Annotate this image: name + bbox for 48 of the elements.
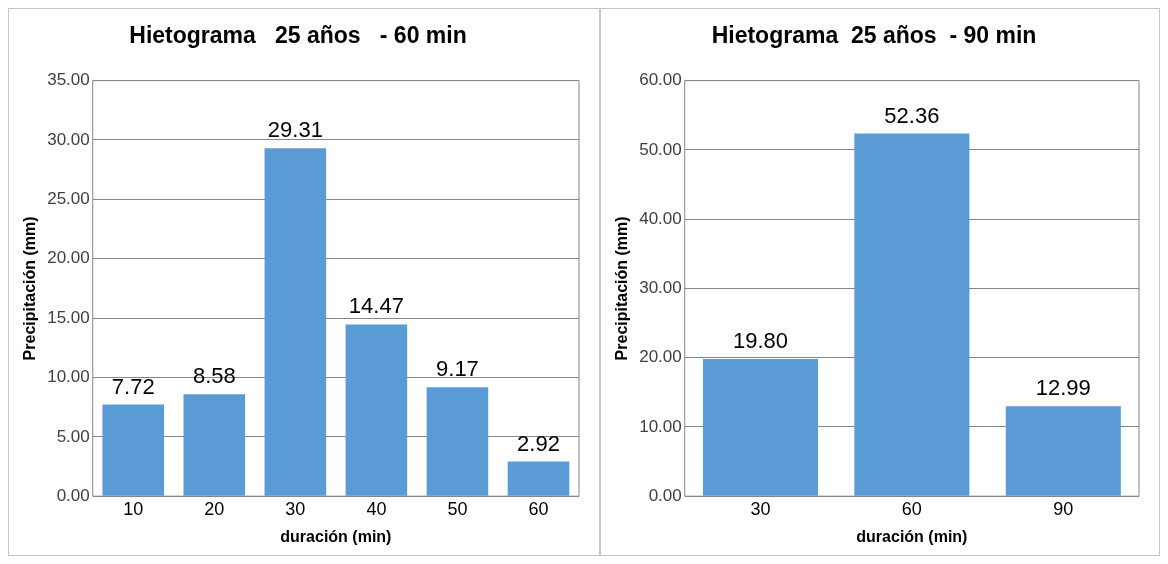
y-axis-title: Precipitación (mm) [613,216,631,361]
chart-title: Hietograma 25 años - 60 min [129,22,467,49]
y-tick-label: 40.00 [639,208,682,228]
x-tick-label: 40 [366,498,387,519]
x-tick-label: 20 [204,498,225,519]
x-tick-label: 60 [901,498,922,519]
data-label: 29.31 [267,117,323,143]
y-axis-title: Precipitación (mm) [21,216,39,361]
x-axis-title: duración (min) [280,527,392,545]
data-label: 12.99 [1035,375,1091,401]
data-label: 7.72 [111,373,155,399]
y-tick-label: 20.00 [47,248,90,268]
bar [102,404,165,496]
chart-title: Hietograma 25 años - 90 min [711,22,1037,49]
y-tick-label: 10.00 [639,416,682,436]
x-tick-label: 90 [1053,498,1074,519]
y-tick-label: 0.00 [56,485,90,505]
y-tick-label: 30.00 [639,278,682,298]
y-tick-label: 5.00 [56,426,90,446]
bar [507,461,570,496]
x-tick-label: 60 [528,498,549,519]
bar [854,133,970,496]
data-label: 52.36 [884,102,940,128]
bar [702,359,818,496]
y-tick-label: 30.00 [47,129,90,149]
y-tick-label: 25.00 [47,189,90,209]
x-axis-title: duración (min) [856,527,968,545]
bar [426,387,489,496]
data-label: 8.58 [192,363,236,389]
data-label: 19.80 [732,328,788,354]
y-tick-label: 10.00 [47,367,90,387]
data-label: 14.47 [348,293,404,319]
x-tick-label: 30 [285,498,306,519]
x-tick-label: 50 [447,498,468,519]
bar [183,394,246,496]
y-tick-label: 50.00 [639,139,682,159]
data-label: 2.92 [517,430,560,456]
y-tick-label: 60.00 [639,70,682,90]
bar [1005,406,1121,496]
bar [264,148,327,496]
x-tick-label: 10 [123,498,144,519]
y-tick-label: 15.00 [47,307,90,327]
bar [345,324,408,496]
y-tick-label: 20.00 [639,347,682,367]
data-label: 9.17 [436,356,479,382]
x-tick-label: 30 [750,498,771,519]
y-tick-label: 0.00 [648,485,682,505]
y-tick-label: 35.00 [47,70,90,90]
